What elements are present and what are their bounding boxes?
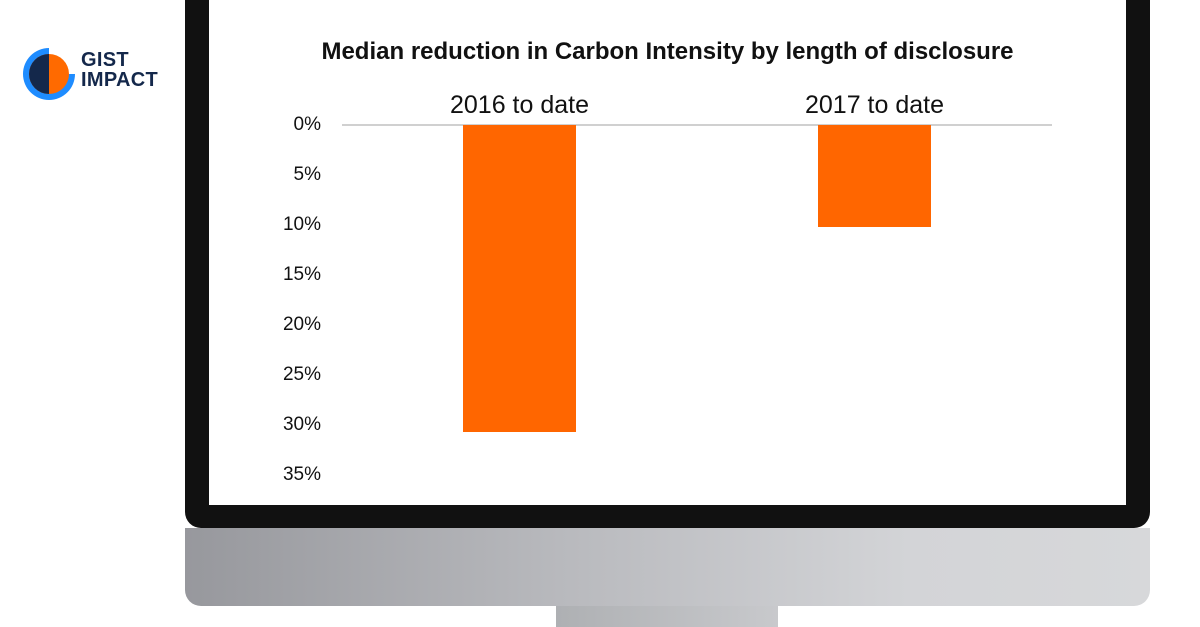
y-tick-label: 5%	[294, 164, 322, 185]
bar-chart: 0% 5% 10% 15% 20% 25% 30% 35% 2016 to date 2017 t…	[283, 91, 1052, 485]
y-tick-label: 20%	[283, 314, 321, 335]
logo-mark-icon	[23, 48, 75, 100]
logo-text-gist: GIST	[81, 49, 129, 71]
monitor-stand	[556, 606, 778, 627]
monitor-chin	[185, 528, 1150, 606]
x-category-label: 2016 to date	[450, 91, 589, 119]
x-category-label: 2017 to date	[805, 91, 944, 119]
monitor-screen: Median reduction in Carbon Intensity by …	[209, 0, 1126, 505]
bar	[818, 125, 931, 227]
y-tick-label: 0%	[294, 114, 322, 135]
y-tick-label: 35%	[283, 464, 321, 485]
y-tick-label: 15%	[283, 264, 321, 285]
y-tick-label: 10%	[283, 214, 321, 235]
logo-text-impact: IMPACT	[81, 69, 158, 91]
chart-title: Median reduction in Carbon Intensity by …	[321, 38, 1014, 65]
y-tick-label: 30%	[283, 414, 321, 435]
gist-impact-logo: GIST IMPACT	[22, 44, 172, 104]
bar	[463, 125, 576, 432]
y-tick-label: 25%	[283, 364, 321, 385]
